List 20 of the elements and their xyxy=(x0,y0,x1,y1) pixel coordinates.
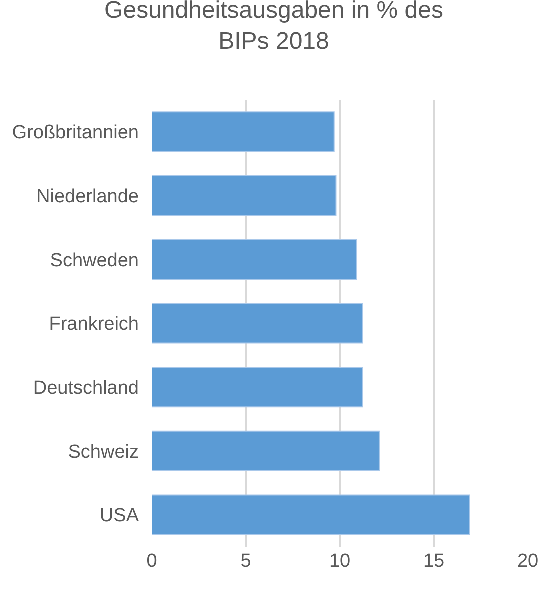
x-tick-label: 10 xyxy=(329,551,351,572)
bar xyxy=(152,494,470,536)
y-tick-label: USA xyxy=(100,506,140,527)
x-tick-label: 0 xyxy=(146,551,158,572)
x-tick-label: 20 xyxy=(517,551,539,572)
y-tick-label: Schweiz xyxy=(68,442,139,463)
x-tick-label: 5 xyxy=(240,551,252,572)
y-tick-label: Niederlande xyxy=(36,186,139,208)
chart-title: Gesundheitsausgaben in % des BIPs 2018 xyxy=(104,0,444,56)
y-tick-label: Großbritannien xyxy=(12,122,139,144)
bar xyxy=(152,175,337,216)
y-tick-label: Schweden xyxy=(50,250,139,272)
bar xyxy=(152,112,335,152)
y-tick-label: Frankreich xyxy=(49,314,139,336)
bar xyxy=(152,430,380,472)
bar xyxy=(152,303,364,344)
bar xyxy=(152,239,358,280)
bar xyxy=(152,367,364,408)
y-tick-label: Deutschland xyxy=(33,378,139,400)
x-tick-label: 15 xyxy=(423,551,445,572)
